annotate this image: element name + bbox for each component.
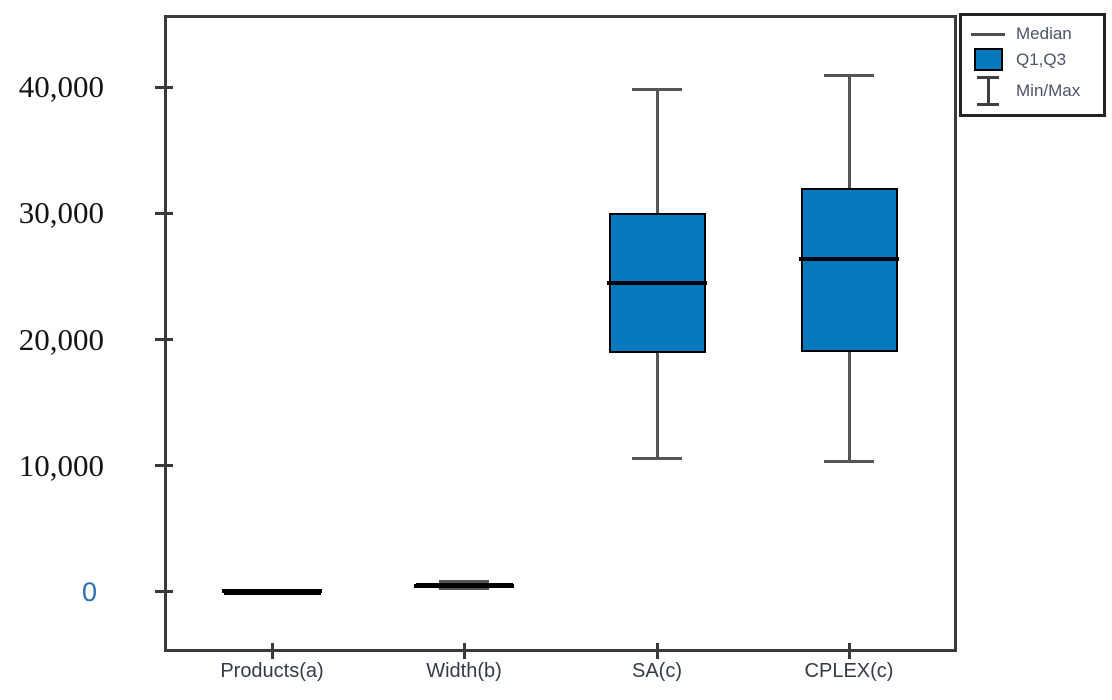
legend-label: Q1,Q3 (1016, 49, 1067, 69)
y-axis-tick (155, 464, 173, 468)
ibeam-vertical (986, 75, 990, 106)
legend-item: Min/Max (970, 75, 1095, 106)
min-whisker-cap (824, 460, 874, 464)
y-tick-label: 0 (81, 576, 97, 607)
max-whisker-cap (824, 74, 874, 78)
q1q3-box-swatch (973, 48, 1003, 72)
max-whisker-cap (632, 88, 682, 92)
median-line-icon (970, 32, 1006, 36)
min-whisker-cap (632, 456, 682, 460)
legend-label: Min/Max (1016, 80, 1081, 100)
x-tick-label: CPLEX(c) (804, 660, 894, 682)
median-line (799, 256, 899, 261)
legend-item: Q1,Q3 (970, 48, 1095, 72)
legend: Median Q1,Q3 Min/Max (959, 13, 1106, 117)
x-tick-label: SA(c) (632, 660, 682, 682)
y-axis-tick (155, 590, 173, 594)
y-tick-label: 30,000 (18, 195, 104, 231)
ibeam-bottom-cap (977, 102, 999, 106)
x-axis-tick (847, 643, 851, 659)
y-tick-label: 40,000 (18, 69, 104, 105)
minmax-ibeam-icon (970, 75, 1006, 106)
x-axis-tick (655, 643, 659, 659)
x-tick-label: Products(a) (220, 660, 324, 682)
y-axis-tick (155, 338, 173, 341)
median-line (607, 280, 707, 285)
median-line (222, 589, 322, 594)
ibeam-top-cap (977, 75, 999, 79)
min-whisker-cap (439, 587, 489, 591)
minmax-ibeam-swatch (977, 75, 999, 106)
legend-item: Median (970, 24, 1095, 44)
x-axis-tick (270, 643, 274, 659)
y-axis-tick (155, 211, 173, 215)
x-tick-label: Width(b) (426, 660, 502, 682)
x-axis-tick (462, 643, 466, 659)
median-line-swatch (971, 32, 1005, 36)
median-line (414, 583, 514, 588)
q1q3-box (800, 188, 898, 353)
plot-area-border (164, 15, 957, 652)
legend-label: Median (1016, 24, 1072, 44)
y-tick-label: 10,000 (18, 447, 104, 483)
y-axis-tick (155, 85, 173, 89)
y-tick-label: 20,000 (18, 321, 104, 357)
max-whisker-cap (439, 580, 489, 584)
q1q3-box-icon (970, 48, 1006, 72)
